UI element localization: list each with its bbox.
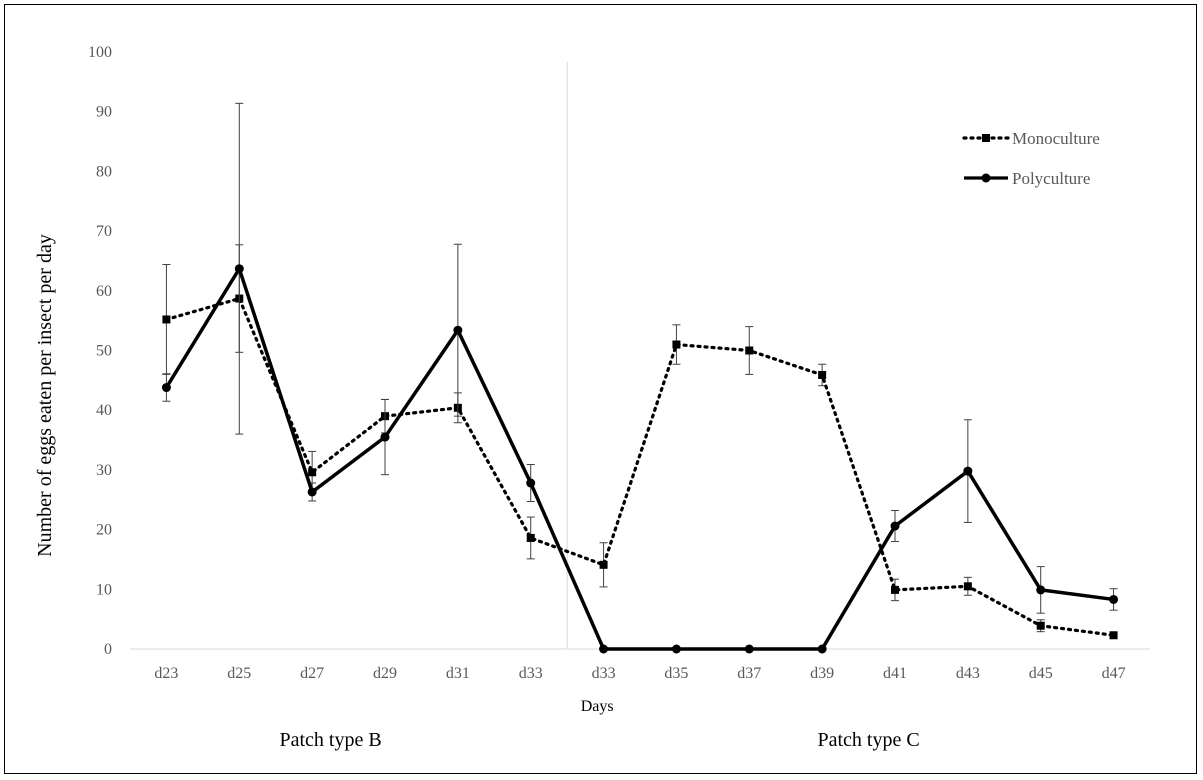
data-point — [599, 645, 608, 654]
data-point — [308, 487, 317, 496]
data-point — [891, 522, 900, 531]
y-tick-label: 60 — [96, 283, 112, 300]
x-tick-label: d43 — [956, 665, 980, 682]
data-point — [672, 341, 680, 349]
data-point — [745, 347, 753, 355]
x-tick-label: d41 — [883, 665, 907, 682]
y-tick-label: 100 — [88, 44, 112, 61]
series-line-polyculture — [166, 269, 1113, 649]
legend-label-polyculture: Polyculture — [1012, 169, 1090, 188]
legend-marker — [982, 134, 990, 142]
data-point — [381, 433, 390, 442]
x-tick-label: d33 — [519, 665, 543, 682]
y-tick-label: 70 — [96, 223, 112, 240]
y-tick-label: 40 — [96, 402, 112, 419]
x-tick-label: d35 — [664, 665, 688, 682]
group-labels: Patch type B Patch type C — [279, 729, 919, 751]
data-point — [891, 586, 899, 594]
series-monoculture — [162, 245, 1117, 639]
data-point — [964, 582, 972, 590]
data-point — [1109, 595, 1118, 604]
x-tick-label: d37 — [737, 665, 761, 682]
data-point — [1036, 585, 1045, 594]
y-tick-label: 20 — [96, 522, 112, 539]
y-tick-label: 80 — [96, 163, 112, 180]
x-tick-label: d27 — [300, 665, 324, 682]
data-point — [672, 645, 681, 654]
x-tick-label: d33 — [592, 665, 616, 682]
y-tick-label: 90 — [96, 104, 112, 121]
data-point — [818, 371, 826, 379]
data-point — [600, 561, 608, 569]
data-point — [745, 645, 754, 654]
x-tick-label: d29 — [373, 665, 397, 682]
x-tick-label: d47 — [1102, 665, 1126, 682]
y-axis-title: Number of eggs eaten per insect per day — [34, 234, 56, 557]
y-tick-label: 50 — [96, 343, 112, 360]
y-tick-label: 0 — [104, 641, 112, 658]
x-tick-label: d45 — [1029, 665, 1053, 682]
x-tick-label: d39 — [810, 665, 834, 682]
y-tick-label: 30 — [96, 462, 112, 479]
data-point — [308, 468, 316, 476]
data-point — [1110, 631, 1118, 639]
data-point — [453, 326, 462, 335]
x-tick-label: d23 — [154, 665, 178, 682]
data-point — [235, 264, 244, 273]
data-point — [1037, 622, 1045, 630]
series-polyculture — [162, 103, 1118, 653]
group-label: Patch type C — [817, 729, 919, 751]
x-axis-title: Days — [581, 698, 614, 715]
data-point — [963, 467, 972, 476]
data-point — [162, 315, 170, 323]
data-point — [818, 645, 827, 654]
x-tick-label: d25 — [227, 665, 251, 682]
legend-marker — [982, 174, 991, 183]
x-tick-labels: d23 d25 d27 d29 d31 d33 d33 d35 d37 d39 d41 d43 d45 d… — [154, 665, 1125, 682]
group-label: Patch type B — [279, 729, 381, 751]
y-tick-labels: 0 10 20 30 40 50 60 70 80 90 100 — [88, 44, 112, 658]
x-tick-label: d31 — [446, 665, 470, 682]
data-point — [526, 479, 535, 488]
legend: Monoculture Polyculture — [964, 129, 1100, 188]
series-layer — [162, 103, 1118, 653]
data-point — [527, 534, 535, 542]
data-point — [162, 383, 171, 392]
legend-label-monoculture: Monoculture — [1012, 129, 1100, 148]
y-tick-label: 10 — [96, 581, 112, 598]
